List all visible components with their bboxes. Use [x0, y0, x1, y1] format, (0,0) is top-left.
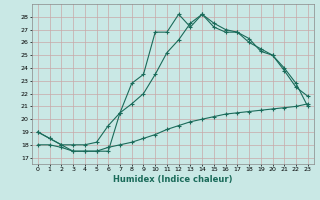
X-axis label: Humidex (Indice chaleur): Humidex (Indice chaleur): [113, 175, 233, 184]
